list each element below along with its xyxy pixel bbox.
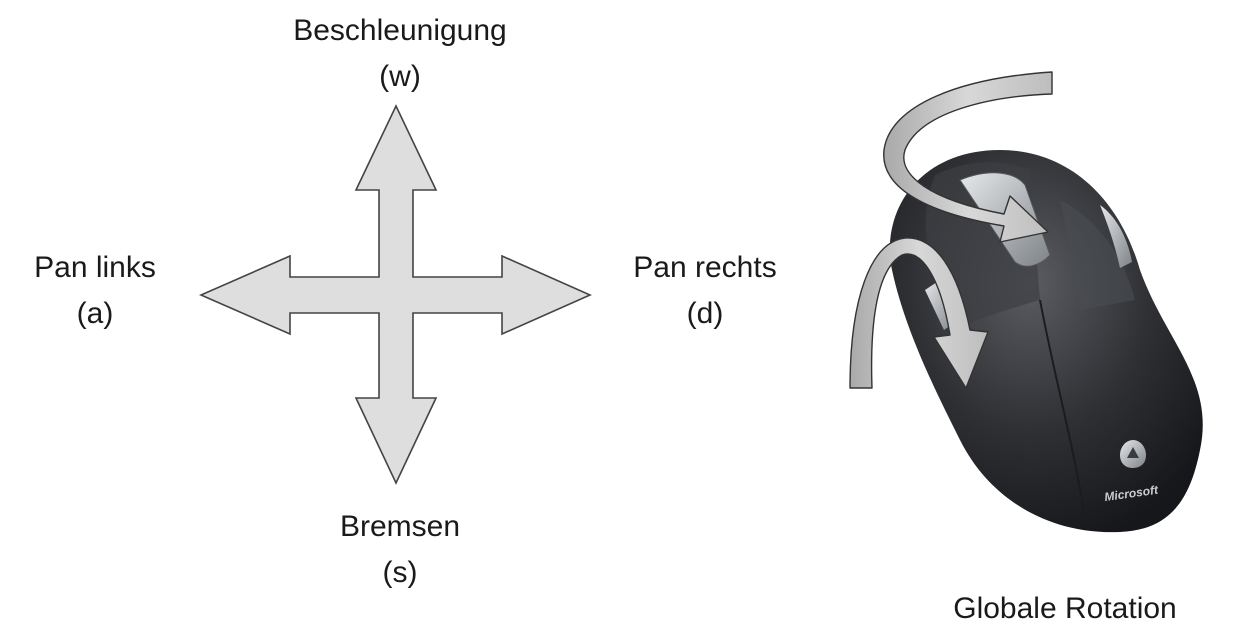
four-way-arrow-icon xyxy=(199,104,592,485)
mouse-logo-button xyxy=(1120,440,1146,468)
curved-rotation-arrow-icon xyxy=(849,237,989,389)
label-pan-left-key: (a) xyxy=(76,297,114,330)
label-global-rotation: Globale Rotation xyxy=(900,586,1230,632)
mouse-side-button xyxy=(1100,205,1132,268)
label-acceleration-text: Beschleunigung xyxy=(293,14,507,47)
label-brake: Bremsen (s) xyxy=(250,504,550,596)
label-pan-left: Pan links (a) xyxy=(0,245,190,337)
label-brake-text: Bremsen xyxy=(339,510,461,543)
label-pan-right-text: Pan rechts xyxy=(633,251,777,284)
label-global-rotation-text: Globale Rotation xyxy=(953,592,1177,625)
label-pan-right-key: (d) xyxy=(686,297,724,330)
mouse-right-side xyxy=(1060,200,1135,310)
label-pan-right: Pan rechts (d) xyxy=(600,245,810,337)
label-acceleration: Beschleunigung (w) xyxy=(250,8,550,100)
label-acceleration-key: (w) xyxy=(379,60,421,93)
label-brake-key: (s) xyxy=(382,556,418,589)
mouse-center-divider xyxy=(1039,299,1086,521)
curved-rotation-arrow-icon xyxy=(883,71,1053,243)
label-pan-left-text: Pan links xyxy=(34,251,156,284)
